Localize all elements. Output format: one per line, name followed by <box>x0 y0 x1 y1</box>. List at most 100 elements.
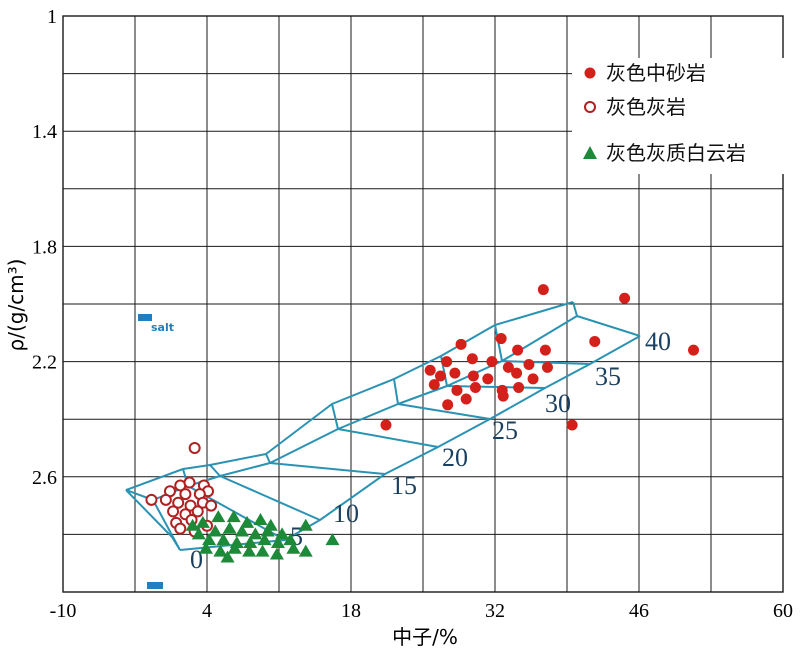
y-tick-label: 1.4 <box>32 121 57 143</box>
point-sandstone <box>527 373 539 385</box>
overlay-porosity-line <box>572 301 641 337</box>
overlay-lower-boundary <box>179 335 641 551</box>
porosity-label: 35 <box>595 362 621 391</box>
point-dolomite <box>240 515 255 528</box>
legend-box <box>572 58 788 174</box>
point-dolomite <box>242 544 257 557</box>
porosity-label: 25 <box>492 416 518 445</box>
overlay-porosity-line <box>393 378 491 420</box>
legend-marker-sandstone <box>584 67 596 79</box>
data-points <box>145 284 700 563</box>
x-tick-label: 60 <box>773 600 793 622</box>
point-dolomite <box>283 533 298 546</box>
point-limestone <box>159 493 172 506</box>
legend-marker-limestone <box>584 101 596 113</box>
y-tick-label: 2.6 <box>32 467 57 489</box>
porosity-label: 10 <box>333 499 359 528</box>
tick-labels: -10 4 18 32 46 60 1 1.4 1.8 2.2 2.6 <box>32 6 793 622</box>
point-limestone <box>172 496 185 509</box>
point-sandstone <box>442 399 454 411</box>
point-dolomite <box>191 527 206 540</box>
point-sandstone <box>512 344 524 356</box>
point-dolomite <box>213 544 228 557</box>
y-axis-title: ρ/(g/cm³) <box>4 259 28 352</box>
point-dolomite <box>243 536 258 549</box>
point-sandstone <box>451 384 463 396</box>
point-dolomite <box>226 510 241 523</box>
point-dolomite <box>255 544 270 557</box>
point-dolomite <box>198 541 213 554</box>
point-dolomite <box>234 524 249 537</box>
x-tick-label: 18 <box>341 600 361 622</box>
point-limestone <box>145 493 158 506</box>
point-limestone <box>205 499 218 512</box>
overlay-porosity-line <box>440 355 546 389</box>
point-dolomite <box>195 515 210 528</box>
point-sandstone <box>449 367 461 379</box>
porosity-label: 20 <box>442 443 468 472</box>
salt-label: salt <box>151 321 174 334</box>
point-sandstone <box>455 338 467 350</box>
porosity-label: 40 <box>645 327 671 356</box>
point-sandstone <box>497 390 509 402</box>
x-axis-title: 中子/% <box>392 625 458 649</box>
point-dolomite <box>269 547 284 560</box>
x-tick-label: -10 <box>50 600 77 622</box>
salt-annotation: salt <box>138 314 174 589</box>
point-sandstone <box>469 382 481 394</box>
chart-grid <box>62 15 784 593</box>
point-sandstone <box>467 370 479 382</box>
overlay-left-edge <box>125 489 181 551</box>
y-tick-label: 2.2 <box>32 352 57 374</box>
point-sandstone <box>486 356 498 368</box>
point-sandstone <box>566 419 578 431</box>
overlay-porosity-line <box>209 464 321 521</box>
point-dolomite <box>325 533 340 546</box>
point-limestone <box>179 488 192 501</box>
point-sandstone <box>495 333 507 345</box>
point-limestone <box>191 505 204 518</box>
point-sandstone <box>502 361 514 373</box>
point-dolomite <box>275 527 290 540</box>
x-tick-label: 46 <box>629 600 649 622</box>
point-sandstone <box>466 353 478 365</box>
point-dolomite <box>248 527 263 540</box>
point-sandstone <box>511 367 523 379</box>
salt-marker-upper <box>138 314 152 321</box>
legend-marker-dolomite <box>583 146 597 159</box>
point-dolomite <box>270 536 285 549</box>
point-dolomite <box>253 513 268 525</box>
x-tick-label: 4 <box>202 600 212 622</box>
point-sandstone <box>539 344 551 356</box>
point-sandstone <box>537 284 549 296</box>
point-dolomite <box>227 541 242 554</box>
point-dolomite <box>298 518 313 531</box>
point-dolomite <box>208 524 223 537</box>
point-dolomite <box>220 550 235 563</box>
point-sandstone <box>380 419 392 431</box>
point-limestone <box>174 522 187 535</box>
overlay-porosity-line <box>494 324 591 365</box>
point-dolomite <box>202 533 217 546</box>
y-tick-label: 1 <box>47 6 57 28</box>
point-sandstone <box>619 292 631 304</box>
point-sandstone <box>688 344 700 356</box>
porosity-label: 15 <box>391 471 417 500</box>
point-dolomite <box>222 521 237 534</box>
point-limestone <box>183 476 196 489</box>
point-sandstone <box>482 373 494 385</box>
legend-label-sandstone: 灰色中砂岩 <box>606 61 706 85</box>
point-sandstone <box>434 370 446 382</box>
legend: 灰色中砂岩 灰色灰岩 灰色灰质白云岩 <box>572 58 788 174</box>
point-dolomite <box>211 510 226 523</box>
overlay-porosity-line <box>265 453 386 475</box>
point-sandstone <box>589 335 601 347</box>
x-tick-label: 32 <box>485 600 505 622</box>
point-dolomite <box>257 533 272 546</box>
salt-marker-lower <box>147 582 163 589</box>
legend-label-limestone: 灰色灰岩 <box>606 95 686 119</box>
point-sandstone <box>513 382 525 394</box>
porosity-label: 0 <box>190 545 203 574</box>
